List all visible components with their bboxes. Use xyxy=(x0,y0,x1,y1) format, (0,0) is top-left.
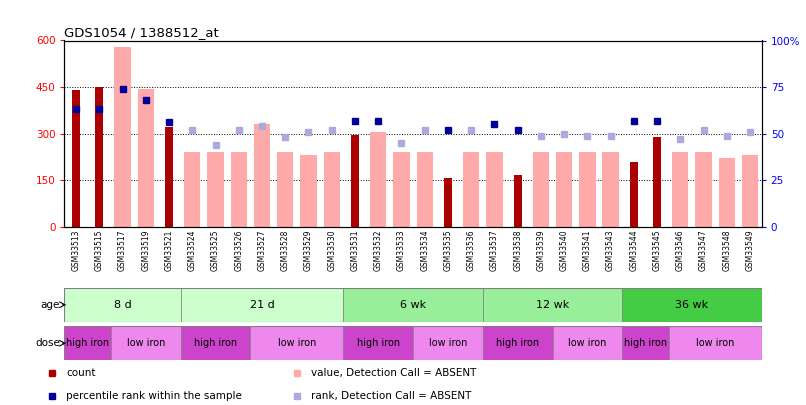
Text: GSM33549: GSM33549 xyxy=(746,230,754,271)
Bar xyxy=(72,90,80,227)
Text: GSM33540: GSM33540 xyxy=(559,230,568,271)
Text: high iron: high iron xyxy=(496,338,539,348)
Text: GSM33538: GSM33538 xyxy=(513,230,522,271)
Text: GSM33531: GSM33531 xyxy=(351,230,359,271)
Bar xyxy=(231,152,247,227)
Text: GSM33544: GSM33544 xyxy=(629,230,638,271)
Bar xyxy=(95,87,103,227)
Bar xyxy=(181,288,343,322)
Bar xyxy=(184,152,201,227)
Bar xyxy=(556,152,572,227)
Text: GSM33524: GSM33524 xyxy=(188,230,197,271)
Bar xyxy=(580,152,596,227)
Bar xyxy=(370,132,386,227)
Text: 12 wk: 12 wk xyxy=(536,300,569,310)
Bar xyxy=(483,326,552,360)
Bar xyxy=(483,288,622,322)
Bar xyxy=(463,152,480,227)
Text: GSM33545: GSM33545 xyxy=(653,230,662,271)
Text: percentile rank within the sample: percentile rank within the sample xyxy=(66,391,242,401)
Text: dose: dose xyxy=(35,338,60,348)
Text: high iron: high iron xyxy=(66,338,110,348)
Text: GSM33536: GSM33536 xyxy=(467,230,476,271)
Bar xyxy=(165,128,173,227)
Bar xyxy=(251,326,343,360)
Text: low iron: low iron xyxy=(127,338,165,348)
Bar xyxy=(552,326,622,360)
Bar xyxy=(114,47,131,227)
Text: age: age xyxy=(40,300,60,310)
Text: count: count xyxy=(66,369,96,378)
Bar xyxy=(622,326,669,360)
Bar xyxy=(393,152,409,227)
Text: GSM33533: GSM33533 xyxy=(397,230,406,271)
Bar xyxy=(533,152,549,227)
Bar xyxy=(254,124,270,227)
Text: low iron: low iron xyxy=(429,338,467,348)
Text: GSM33532: GSM33532 xyxy=(374,230,383,271)
Text: GSM33529: GSM33529 xyxy=(304,230,313,271)
Text: high iron: high iron xyxy=(194,338,237,348)
Text: low iron: low iron xyxy=(568,338,607,348)
Text: GSM33525: GSM33525 xyxy=(211,230,220,271)
Bar xyxy=(602,152,619,227)
Text: GSM33543: GSM33543 xyxy=(606,230,615,271)
Bar xyxy=(64,326,111,360)
Bar xyxy=(351,135,359,227)
Text: GDS1054 / 1388512_at: GDS1054 / 1388512_at xyxy=(64,26,219,39)
Text: GSM33535: GSM33535 xyxy=(443,230,452,271)
Text: GSM33530: GSM33530 xyxy=(327,230,336,271)
Bar xyxy=(672,152,688,227)
Text: GSM33547: GSM33547 xyxy=(699,230,708,271)
Text: GSM33546: GSM33546 xyxy=(676,230,685,271)
Bar xyxy=(742,156,758,227)
Text: GSM33513: GSM33513 xyxy=(72,230,81,271)
Text: GSM33515: GSM33515 xyxy=(95,230,104,271)
Text: low iron: low iron xyxy=(278,338,316,348)
Text: 6 wk: 6 wk xyxy=(400,300,426,310)
Bar xyxy=(111,326,181,360)
Text: 36 wk: 36 wk xyxy=(675,300,708,310)
Bar xyxy=(444,178,452,227)
Text: low iron: low iron xyxy=(696,338,734,348)
Bar xyxy=(513,175,521,227)
Bar xyxy=(138,89,154,227)
Text: GSM33527: GSM33527 xyxy=(258,230,267,271)
Text: GSM33539: GSM33539 xyxy=(537,230,546,271)
Text: GSM33526: GSM33526 xyxy=(235,230,243,271)
Bar xyxy=(653,137,661,227)
Bar xyxy=(413,326,483,360)
Text: GSM33537: GSM33537 xyxy=(490,230,499,271)
Bar xyxy=(323,152,340,227)
Text: high iron: high iron xyxy=(356,338,400,348)
Bar xyxy=(696,152,712,227)
Bar xyxy=(629,162,638,227)
Bar xyxy=(64,288,181,322)
Text: GSM33517: GSM33517 xyxy=(118,230,127,271)
Text: value, Detection Call = ABSENT: value, Detection Call = ABSENT xyxy=(311,369,476,378)
Bar xyxy=(207,152,224,227)
Bar xyxy=(301,156,317,227)
Text: rank, Detection Call = ABSENT: rank, Detection Call = ABSENT xyxy=(311,391,472,401)
Text: GSM33534: GSM33534 xyxy=(420,230,429,271)
Text: high iron: high iron xyxy=(624,338,667,348)
Text: GSM33528: GSM33528 xyxy=(280,230,289,271)
Text: 21 d: 21 d xyxy=(250,300,274,310)
Text: GSM33519: GSM33519 xyxy=(141,230,150,271)
Text: 8 d: 8 d xyxy=(114,300,131,310)
Text: GSM33548: GSM33548 xyxy=(722,230,731,271)
Bar xyxy=(181,326,251,360)
Text: GSM33541: GSM33541 xyxy=(583,230,592,271)
Bar xyxy=(486,152,503,227)
Text: GSM33521: GSM33521 xyxy=(164,230,173,271)
Bar xyxy=(622,288,762,322)
Bar xyxy=(669,326,762,360)
Bar xyxy=(343,288,483,322)
Bar xyxy=(417,152,433,227)
Bar xyxy=(719,158,735,227)
Bar xyxy=(277,152,293,227)
Bar xyxy=(343,326,413,360)
